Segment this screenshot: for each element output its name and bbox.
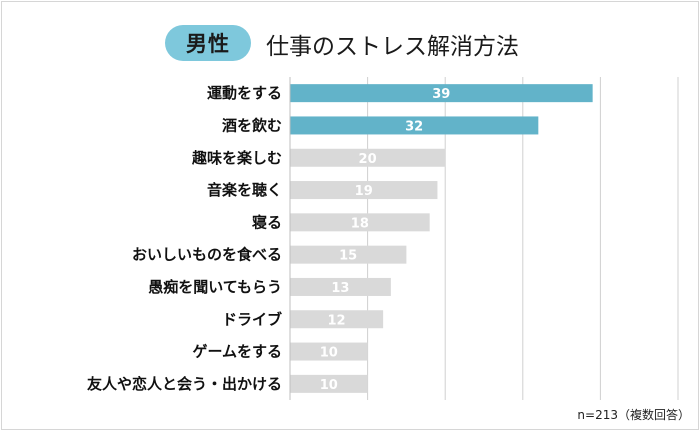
bar-value-label: 12 [328,313,346,328]
category-label: 酒を飲む [222,116,282,134]
bar-value-label: 19 [355,184,373,199]
bar [290,213,430,232]
category-label: おいしいものを食べる [132,246,282,264]
bar [290,181,438,200]
bar [290,116,539,135]
category-label: 趣味を楽しむ [191,149,282,167]
bar-value-label: 20 [359,152,377,167]
bar-value-label: 32 [405,119,423,134]
category-label: 寝る [252,213,282,231]
category-label: ドライブ [222,310,282,328]
bar-value-label: 18 [351,216,369,231]
bar [290,84,593,103]
sample-size-note: n=213（複数回答） [577,408,690,422]
bar-value-label: 15 [339,249,357,264]
category-label: 運動をする [207,84,282,102]
category-label: 音楽を聴く [207,181,282,199]
bar-value-label: 13 [331,281,349,296]
bar [290,148,446,167]
bar [290,342,368,361]
bar [290,374,368,393]
category-label: ゲームをする [192,343,282,361]
category-label: 愚痴を聞いてもらう [148,278,282,296]
chart-title: 仕事のストレス解消方法 [266,34,519,60]
bar [290,245,407,264]
bar [290,277,391,296]
bar-value-label: 10 [320,378,338,393]
bar-value-label: 39 [432,87,450,102]
gender-badge: 男性 [165,25,251,61]
category-label: 友人や恋人と会う・出かける [87,375,282,393]
bar [290,310,384,329]
bar-value-label: 10 [320,346,338,361]
